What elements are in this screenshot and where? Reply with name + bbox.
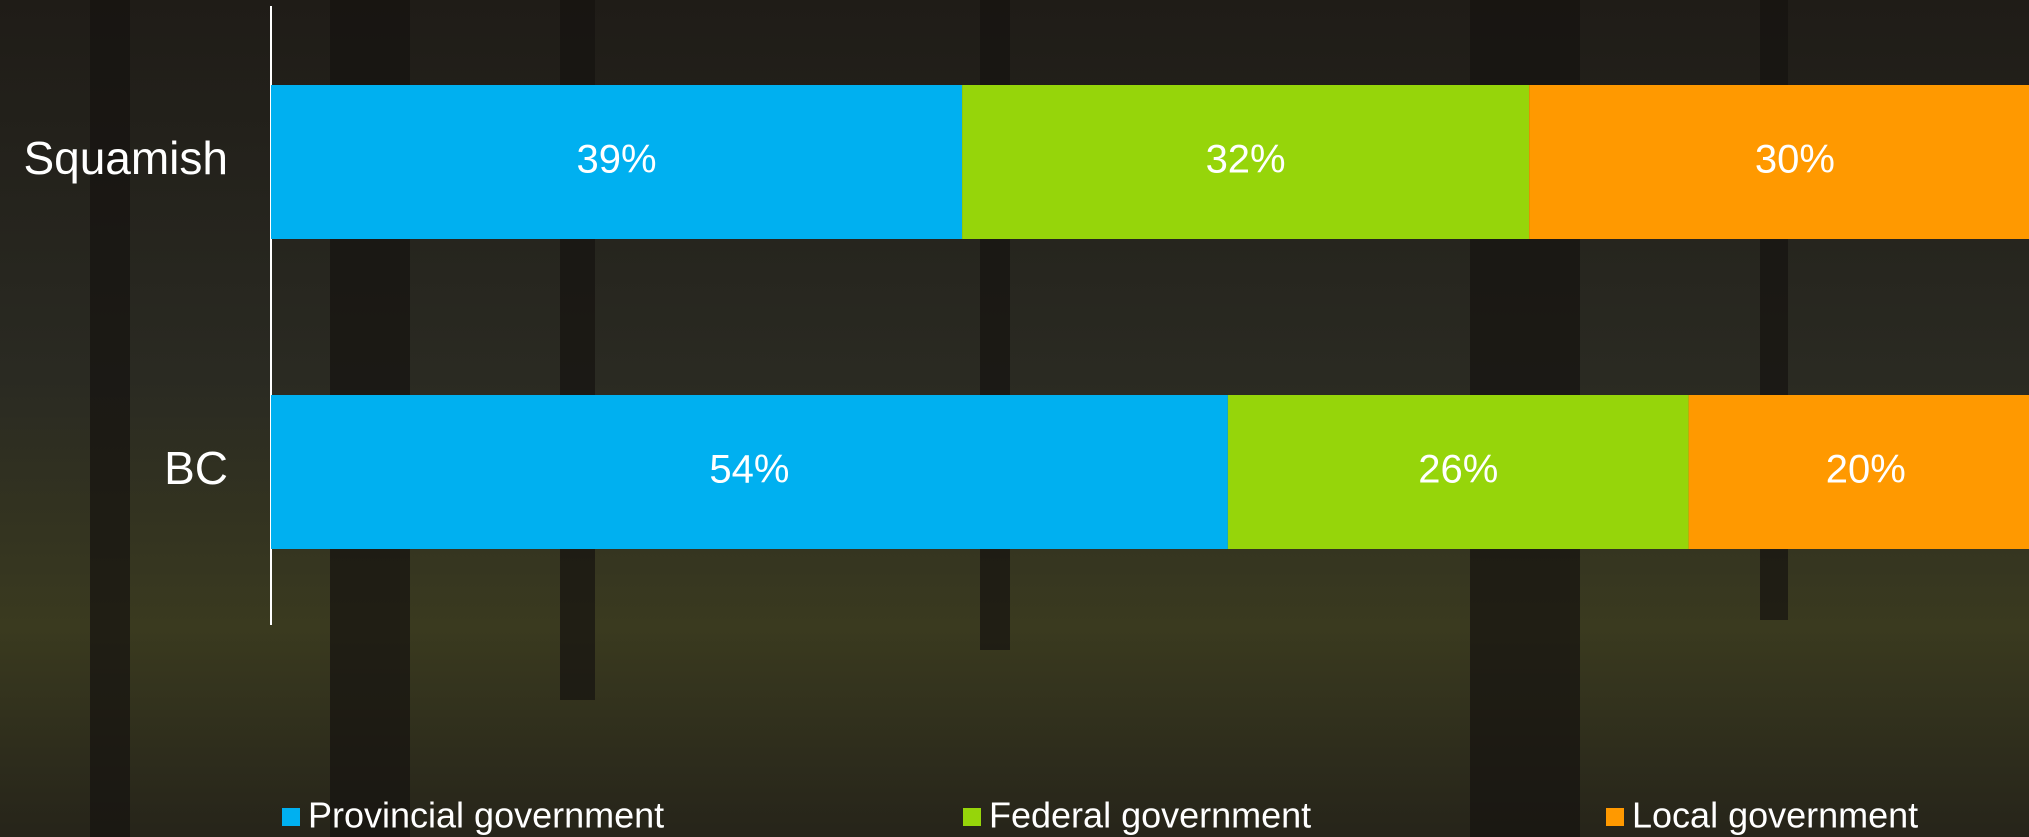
chart: Squamish 39% 32% 30% BC 54% 26% 20% Provincial g… [0, 0, 2029, 837]
category-label: Squamish [23, 132, 228, 184]
value-label: 26% [1418, 448, 1498, 492]
legend-label: Provincial government [308, 795, 664, 836]
value-label: 20% [1826, 448, 1906, 492]
legend-swatch [963, 808, 981, 826]
category-label: BC [164, 442, 228, 494]
value-label: 32% [1206, 138, 1286, 182]
legend-label: Local government [1632, 795, 1918, 836]
value-label: 54% [709, 448, 789, 492]
legend-swatch [282, 808, 300, 826]
legend-label: Federal government [989, 795, 1311, 836]
value-label: 30% [1755, 138, 1835, 182]
value-label: 39% [577, 138, 657, 182]
legend-swatch [1606, 808, 1624, 826]
